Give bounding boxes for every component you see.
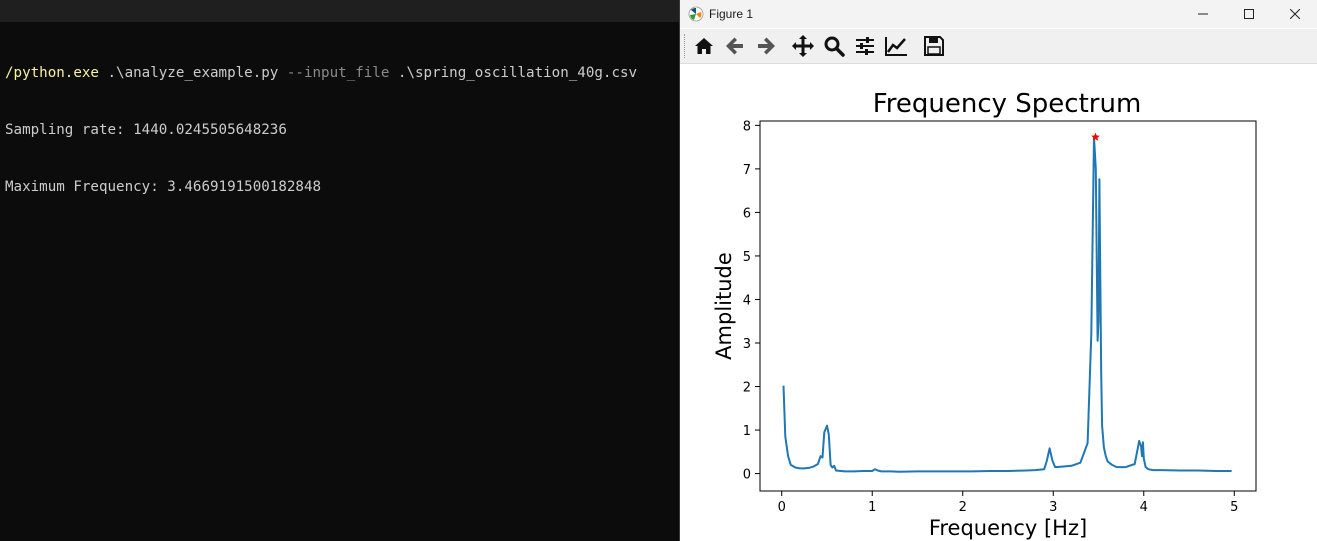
terminal-output: /python.exe .\analyze_example.py --input… [5,26,637,235]
pan-icon [792,35,814,57]
edit-axis-icon [885,37,907,56]
y-tick-label: 1 [743,424,751,439]
y-tick-label: 2 [743,381,751,396]
axes-frame [759,120,1257,492]
peak-marker [1091,132,1100,141]
save-icon [924,36,944,56]
x-tick-label: 3 [1049,500,1057,515]
maximize-button[interactable] [1226,0,1272,28]
configure-subplots-icon [856,37,874,55]
navigation-toolbar [680,29,1317,64]
home-icon [695,38,713,54]
command-exe: /python.exe [5,65,99,81]
command-script: .\analyze_example.py [98,65,287,81]
window-title: Figure 1 [709,7,754,21]
series-line [782,136,1232,473]
save-button[interactable] [920,33,948,59]
forward-arrow-icon [758,37,775,55]
terminal-command-line: /python.exe .\analyze_example.py --input… [5,64,637,83]
y-tick-label: 8 [743,119,751,134]
minimize-icon [1198,13,1208,15]
edit-axis-button[interactable] [882,33,910,59]
home-button[interactable] [690,33,718,59]
close-icon [1290,9,1300,19]
figure-window[interactable]: Figure 1 [679,0,1317,541]
sampling-rate-line: Sampling rate: 1440.0245505648236 [5,122,287,138]
x-tick-label: 1 [868,500,876,515]
maximize-icon [1244,9,1254,19]
y-tick-label: 3 [743,337,751,352]
terminal-tab-bar [0,0,680,22]
back-arrow-icon [726,37,743,55]
terminal-window[interactable]: /python.exe .\analyze_example.py --input… [0,0,680,541]
y-tick-label: 0 [743,468,751,483]
configure-subplots-button[interactable] [851,33,879,59]
close-button[interactable] [1272,0,1317,28]
minimize-button[interactable] [1180,0,1226,28]
command-arg: .\spring_oscillation_40g.csv [389,65,638,81]
matplotlib-icon [688,6,704,22]
frequency-spectrum-chart: Frequency Spectrum 0 1 2 3 4 5 0 1 2 3 4 5 6 7 8 Frequ… [712,89,1257,540]
y-tick-label: 6 [743,206,751,221]
forward-button[interactable] [752,33,780,59]
plot-canvas[interactable]: Frequency Spectrum 0 1 2 3 4 5 0 1 2 3 4 5 6 7 8 Frequ… [680,64,1317,541]
y-tick-label: 5 [743,250,751,265]
command-flag: --input_file [286,65,390,81]
y-axis-label: Amplitude [712,252,736,360]
pan-button[interactable] [789,33,817,59]
y-tick-label: 7 [743,163,751,178]
title-bar[interactable]: Figure 1 [680,0,1317,28]
x-tick-label: 0 [778,500,786,515]
x-tick-label: 5 [1230,500,1238,515]
x-tick-label: 2 [959,500,967,515]
toolbar-grip [684,34,687,58]
x-axis-label: Frequency [Hz] [929,516,1087,540]
max-frequency-line: Maximum Frequency: 3.4669191500182848 [5,179,322,195]
chart-title: Frequency Spectrum [873,89,1142,119]
zoom-icon [824,36,845,57]
back-button[interactable] [721,33,749,59]
y-tick-label: 4 [743,293,751,308]
zoom-button[interactable] [820,33,848,59]
x-tick-label: 4 [1140,500,1148,515]
